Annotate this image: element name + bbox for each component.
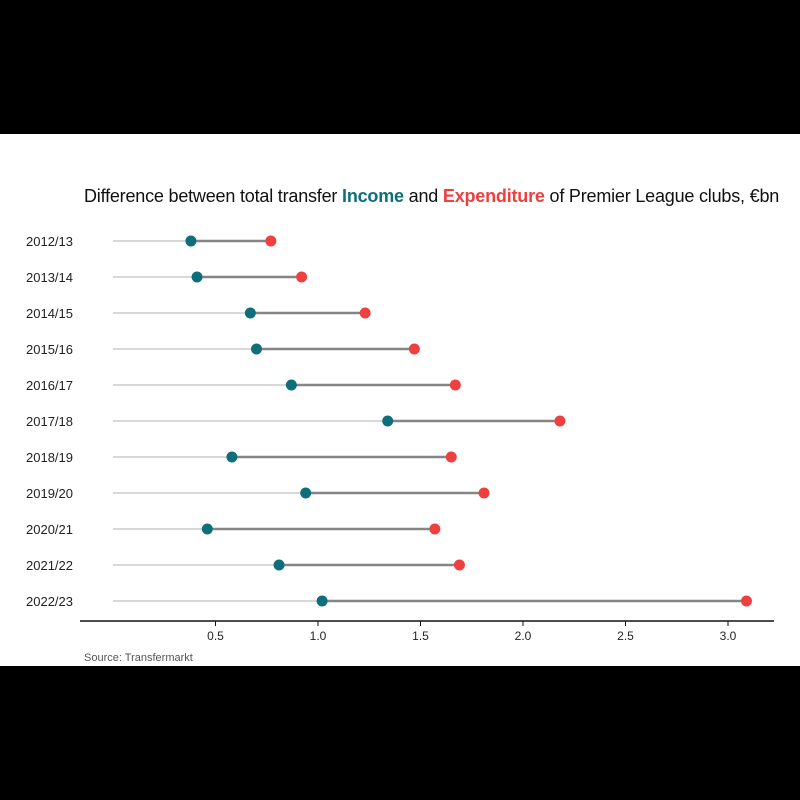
income-point — [300, 487, 312, 499]
category-label: 2018/19 — [26, 450, 73, 465]
income-point — [201, 523, 213, 535]
category-label: 2012/13 — [26, 234, 73, 249]
income-point — [191, 271, 203, 283]
income-point — [226, 451, 238, 463]
title-income-keyword: Income — [342, 186, 404, 206]
income-point — [185, 235, 197, 247]
title-text-middle: and — [403, 186, 443, 206]
source-note: Source: Transfermarkt — [84, 652, 193, 664]
expenditure-point — [740, 595, 752, 607]
title-expenditure-keyword: Expenditure — [442, 186, 545, 206]
income-point — [251, 343, 262, 355]
category-label: 2017/18 — [26, 414, 73, 429]
expenditure-point — [478, 487, 490, 499]
category-label: 2015/16 — [26, 342, 73, 357]
expenditure-point — [554, 415, 566, 427]
expenditure-point — [429, 523, 441, 535]
category-label: 2013/14 — [26, 270, 73, 285]
income-point — [273, 559, 285, 571]
expenditure-point — [408, 343, 420, 355]
x-tick-label: 1.5 — [412, 629, 429, 643]
title-text-before: Difference between total transfer — [84, 186, 343, 206]
x-tick-label: 3.0 — [720, 629, 737, 643]
dumbbell-chart: 2012/13 2013/14 2014/15 2015/16 2016/17 2017/… — [26, 234, 774, 643]
chart-panel: Difference between total transfer Income… — [0, 134, 800, 666]
category-label: 2014/15 — [26, 306, 73, 321]
x-tick-label: 0.5 — [207, 629, 224, 643]
expenditure-point — [449, 379, 461, 391]
category-label: 2021/22 — [26, 558, 73, 573]
category-label: 2020/21 — [26, 522, 73, 537]
x-tick-label: 2.5 — [617, 629, 634, 643]
title-text-after: of Premier League clubs, €bn — [544, 186, 780, 206]
income-point — [382, 415, 394, 427]
expenditure-point — [453, 559, 465, 571]
category-label: 2022/23 — [26, 594, 73, 609]
expenditure-point — [296, 271, 308, 283]
income-point — [244, 307, 256, 319]
x-tick-label: 2.0 — [515, 629, 532, 643]
chart-title: Difference between total transfer Income… — [84, 186, 779, 207]
income-point — [316, 595, 328, 607]
income-point — [285, 379, 297, 391]
expenditure-point — [265, 235, 277, 247]
expenditure-point — [359, 307, 371, 319]
category-label: 2016/17 — [26, 378, 73, 393]
x-tick-label: 1.0 — [310, 629, 327, 643]
expenditure-point — [445, 451, 457, 463]
category-label: 2019/20 — [26, 486, 73, 501]
